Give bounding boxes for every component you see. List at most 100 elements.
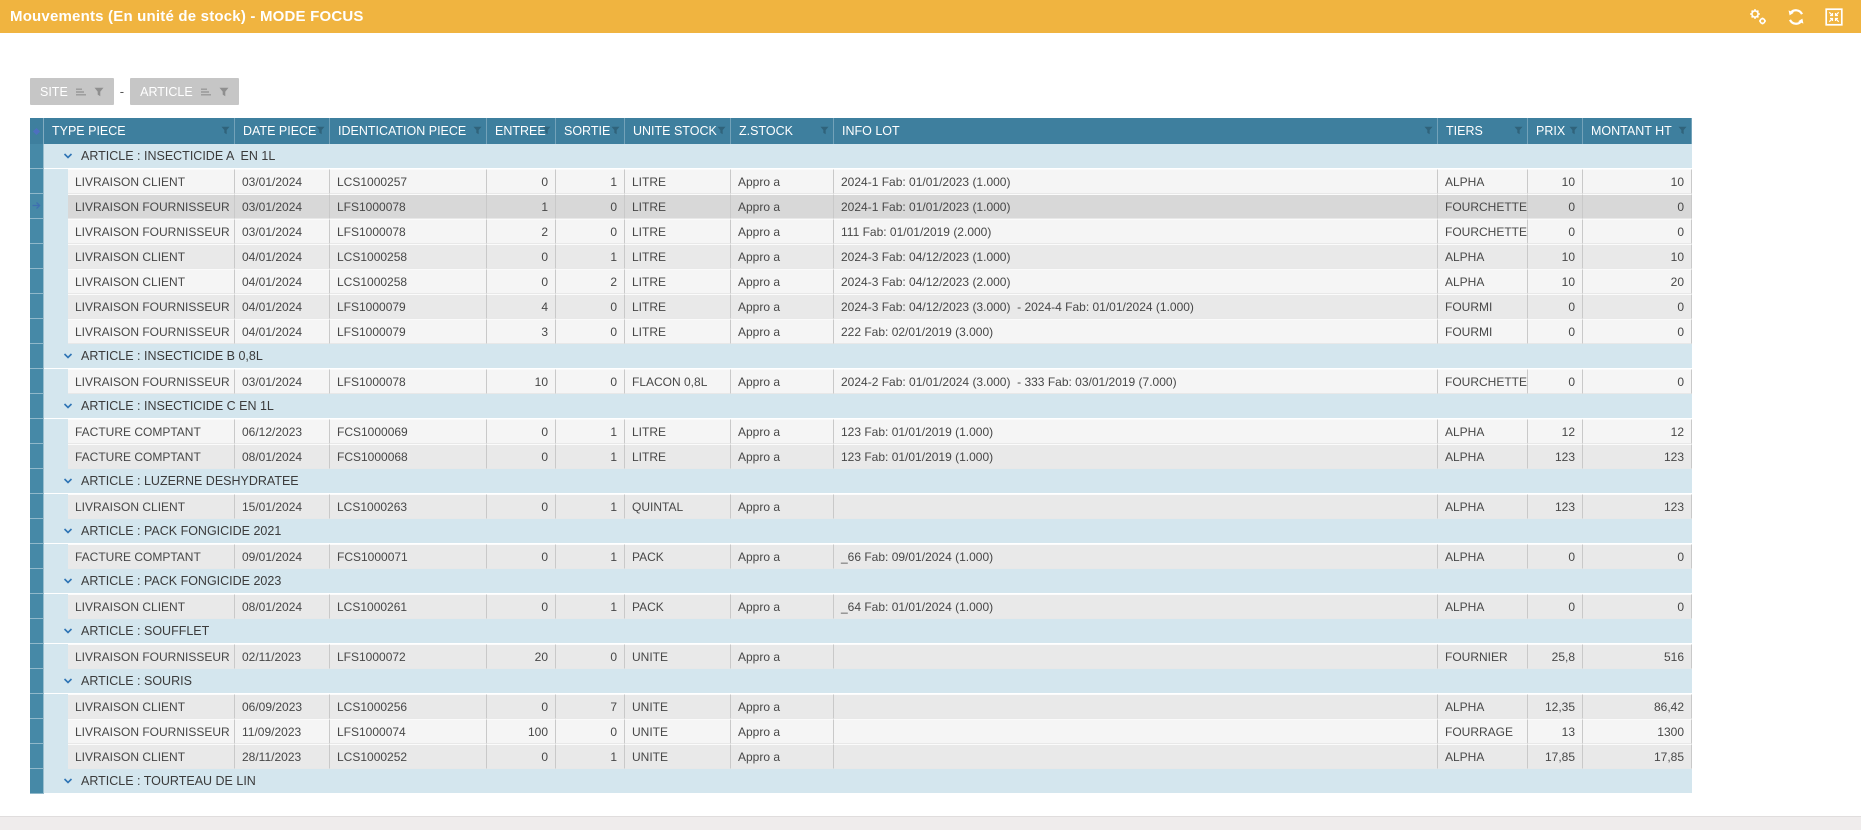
row-indicator[interactable]: [30, 194, 44, 219]
cell-unite-stock[interactable]: LITRE: [625, 269, 731, 294]
cell-prix[interactable]: 0: [1528, 219, 1583, 244]
cell-tiers[interactable]: FOURMI: [1438, 294, 1528, 319]
chevron-down-icon[interactable]: [63, 149, 73, 163]
cell-z-stock[interactable]: Appro a: [731, 244, 834, 269]
cell-info-lot[interactable]: _66 Fab: 09/01/2024 (1.000): [834, 544, 1438, 569]
cell-tiers[interactable]: FOURCHETTE: [1438, 219, 1528, 244]
cell-info-lot[interactable]: 2024-1 Fab: 01/01/2023 (1.000): [834, 169, 1438, 194]
cell-sortie[interactable]: 7: [556, 694, 625, 719]
cell-entree[interactable]: 0: [487, 744, 556, 769]
cell-montant-ht[interactable]: 0: [1583, 319, 1692, 344]
chevron-down-icon[interactable]: [63, 774, 73, 788]
cell-z-stock[interactable]: Appro a: [731, 594, 834, 619]
cell-prix[interactable]: 13: [1528, 719, 1583, 744]
chevron-down-icon[interactable]: [63, 574, 73, 588]
cell-type-piece[interactable]: LIVRAISON CLIENT: [68, 694, 235, 719]
cell-date-piece[interactable]: 15/01/2024: [235, 494, 330, 519]
cell-entree[interactable]: 1: [487, 194, 556, 219]
row-indicator[interactable]: [30, 169, 44, 194]
cell-identication-piece[interactable]: FCS1000069: [330, 419, 487, 444]
cell-info-lot[interactable]: 123 Fab: 01/01/2019 (1.000): [834, 444, 1438, 469]
cell-montant-ht[interactable]: 0: [1583, 369, 1692, 394]
cell-identication-piece[interactable]: LCS1000258: [330, 244, 487, 269]
cell-type-piece[interactable]: LIVRAISON FOURNISSEUR: [68, 194, 235, 219]
cell-z-stock[interactable]: Appro a: [731, 269, 834, 294]
funnel-filter-icon[interactable]: [1569, 126, 1578, 135]
cell-tiers[interactable]: ALPHA: [1438, 744, 1528, 769]
cell-unite-stock[interactable]: PACK: [625, 594, 731, 619]
cell-unite-stock[interactable]: UNITE: [625, 744, 731, 769]
cell-entree[interactable]: 0: [487, 494, 556, 519]
cell-prix[interactable]: 25,8: [1528, 644, 1583, 669]
column-header-date-piece[interactable]: DATE PIECE: [235, 118, 330, 144]
cell-z-stock[interactable]: Appro a: [731, 544, 834, 569]
group-row[interactable]: ARTICLE : SOUFFLET: [30, 619, 1692, 644]
group-row[interactable]: ARTICLE : SOURIS: [30, 669, 1692, 694]
cell-info-lot[interactable]: 2024-1 Fab: 01/01/2023 (1.000): [834, 194, 1438, 219]
cell-z-stock[interactable]: Appro a: [731, 419, 834, 444]
table-row[interactable]: LIVRAISON CLIENT 28/11/2023 LCS1000252 0 1 UN…: [30, 744, 1692, 769]
cell-identication-piece[interactable]: LFS1000072: [330, 644, 487, 669]
group-row[interactable]: ARTICLE : PACK FONGICIDE 2021: [30, 519, 1692, 544]
group-band[interactable]: ARTICLE : PACK FONGICIDE 2023: [44, 569, 1692, 594]
column-header-type-piece[interactable]: TYPE PIECE: [44, 118, 235, 144]
cell-unite-stock[interactable]: LITRE: [625, 169, 731, 194]
funnel-filter-icon[interactable]: [94, 87, 104, 97]
cell-identication-piece[interactable]: LFS1000078: [330, 369, 487, 394]
group-band[interactable]: ARTICLE : INSECTICIDE B 0,8L: [44, 344, 1692, 369]
cell-z-stock[interactable]: Appro a: [731, 744, 834, 769]
cell-entree[interactable]: 20: [487, 644, 556, 669]
cell-sortie[interactable]: 0: [556, 719, 625, 744]
table-row[interactable]: LIVRAISON CLIENT 08/01/2024 LCS1000261 0 1 PA…: [30, 594, 1692, 619]
group-row[interactable]: ARTICLE : PACK FONGICIDE 2023: [30, 569, 1692, 594]
cell-date-piece[interactable]: 03/01/2024: [235, 194, 330, 219]
cell-info-lot[interactable]: [834, 744, 1438, 769]
cell-unite-stock[interactable]: LITRE: [625, 194, 731, 219]
cell-sortie[interactable]: 0: [556, 644, 625, 669]
cell-unite-stock[interactable]: LITRE: [625, 444, 731, 469]
cell-tiers[interactable]: FOURCHETTE: [1438, 369, 1528, 394]
cell-date-piece[interactable]: 08/01/2024: [235, 444, 330, 469]
cell-date-piece[interactable]: 08/01/2024: [235, 594, 330, 619]
cell-unite-stock[interactable]: LITRE: [625, 244, 731, 269]
cell-z-stock[interactable]: Appro a: [731, 219, 834, 244]
row-indicator[interactable]: [30, 294, 44, 319]
gears-icon[interactable]: [1747, 6, 1769, 28]
cell-unite-stock[interactable]: QUINTAL: [625, 494, 731, 519]
cell-info-lot[interactable]: [834, 694, 1438, 719]
row-indicator[interactable]: [30, 444, 44, 469]
group-row[interactable]: ARTICLE : INSECTICIDE B 0,8L: [30, 344, 1692, 369]
cell-sortie[interactable]: 1: [556, 244, 625, 269]
cell-montant-ht[interactable]: 0: [1583, 294, 1692, 319]
cell-tiers[interactable]: FOURNIER: [1438, 644, 1528, 669]
chevron-down-icon[interactable]: [63, 624, 73, 638]
cell-tiers[interactable]: ALPHA: [1438, 444, 1528, 469]
cell-sortie[interactable]: 0: [556, 294, 625, 319]
funnel-filter-icon[interactable]: [219, 87, 229, 97]
cell-date-piece[interactable]: 03/01/2024: [235, 219, 330, 244]
column-header-montant-ht[interactable]: MONTANT HT: [1583, 118, 1692, 144]
cell-tiers[interactable]: FOURCHETTE: [1438, 194, 1528, 219]
cell-tiers[interactable]: FOURRAGE: [1438, 719, 1528, 744]
cell-identication-piece[interactable]: LCS1000252: [330, 744, 487, 769]
cell-identication-piece[interactable]: LFS1000079: [330, 319, 487, 344]
cell-identication-piece[interactable]: LFS1000074: [330, 719, 487, 744]
row-indicator[interactable]: [30, 744, 44, 769]
cell-date-piece[interactable]: 09/01/2024: [235, 544, 330, 569]
chevron-down-icon[interactable]: [63, 399, 73, 413]
cell-entree[interactable]: 0: [487, 419, 556, 444]
group-button-site[interactable]: SITE: [30, 78, 114, 105]
cell-unite-stock[interactable]: FLACON 0,8L: [625, 369, 731, 394]
cell-unite-stock[interactable]: UNITE: [625, 719, 731, 744]
column-header-entree[interactable]: ENTREE: [487, 118, 556, 144]
table-row[interactable]: LIVRAISON FOURNISSEUR 03/01/2024 LFS100007…: [30, 194, 1692, 219]
cell-montant-ht[interactable]: 123: [1583, 444, 1692, 469]
cell-prix[interactable]: 0: [1528, 594, 1583, 619]
funnel-filter-icon[interactable]: [1678, 126, 1687, 135]
funnel-filter-icon[interactable]: [1514, 126, 1523, 135]
table-row[interactable]: LIVRAISON FOURNISSEUR 04/01/2024 LFS100007…: [30, 294, 1692, 319]
cell-entree[interactable]: 0: [487, 694, 556, 719]
cell-entree[interactable]: 0: [487, 244, 556, 269]
cell-unite-stock[interactable]: LITRE: [625, 219, 731, 244]
cell-prix[interactable]: 0: [1528, 294, 1583, 319]
